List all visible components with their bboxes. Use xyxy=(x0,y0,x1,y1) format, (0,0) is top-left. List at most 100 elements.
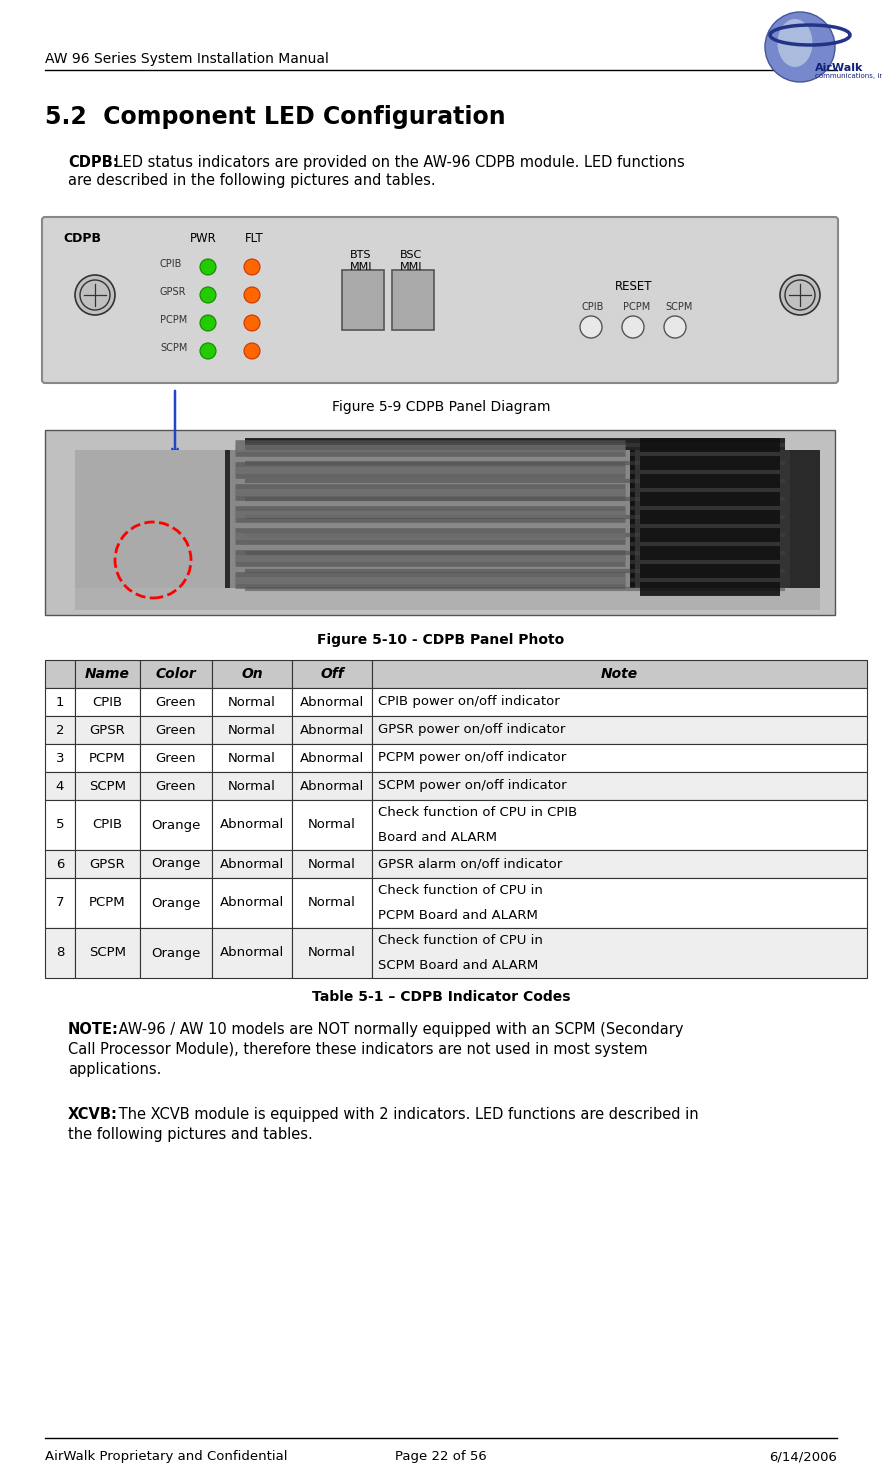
Text: 6/14/2006: 6/14/2006 xyxy=(769,1450,837,1463)
Bar xyxy=(372,799,867,850)
Bar xyxy=(212,771,292,799)
Circle shape xyxy=(580,316,602,338)
Text: GPSR: GPSR xyxy=(90,724,125,736)
Bar xyxy=(292,928,372,978)
Text: PCPM: PCPM xyxy=(160,316,187,324)
Text: AW-96 / AW 10 models are NOT normally equipped with an SCPM (Secondary: AW-96 / AW 10 models are NOT normally eq… xyxy=(114,1022,684,1037)
Bar xyxy=(75,715,140,743)
Bar xyxy=(372,878,867,928)
Text: MMI: MMI xyxy=(350,263,372,271)
Bar xyxy=(212,743,292,771)
Text: Abnormal: Abnormal xyxy=(300,751,364,764)
Text: PCPM power on/off indicator: PCPM power on/off indicator xyxy=(378,751,566,764)
Circle shape xyxy=(664,316,686,338)
Text: Abnormal: Abnormal xyxy=(300,779,364,792)
Bar xyxy=(212,850,292,878)
Bar xyxy=(75,799,140,850)
Text: CPIB: CPIB xyxy=(581,302,603,313)
Text: Abnormal: Abnormal xyxy=(220,819,284,832)
Text: Check function of CPU in: Check function of CPU in xyxy=(378,934,543,947)
Bar xyxy=(230,450,630,605)
Bar xyxy=(75,771,140,799)
Text: CPIB: CPIB xyxy=(93,696,123,708)
Text: Figure 5-10 - CDPB Panel Photo: Figure 5-10 - CDPB Panel Photo xyxy=(318,633,564,648)
Bar xyxy=(292,771,372,799)
Bar xyxy=(75,878,140,928)
Bar xyxy=(292,743,372,771)
Text: Green: Green xyxy=(156,751,197,764)
Text: Note: Note xyxy=(601,667,638,681)
Bar xyxy=(140,687,212,715)
Text: Normal: Normal xyxy=(228,724,276,736)
Bar xyxy=(75,850,140,878)
Bar xyxy=(140,771,212,799)
Bar xyxy=(372,771,867,799)
Circle shape xyxy=(622,316,644,338)
Text: Green: Green xyxy=(156,724,197,736)
Text: Check function of CPU in: Check function of CPU in xyxy=(378,884,543,897)
Bar xyxy=(75,928,140,978)
Text: Green: Green xyxy=(156,779,197,792)
Text: NOTE:: NOTE: xyxy=(68,1022,119,1037)
Circle shape xyxy=(200,316,216,330)
Bar xyxy=(45,687,75,715)
Bar xyxy=(292,799,372,850)
Text: 2: 2 xyxy=(56,724,64,736)
Bar xyxy=(75,450,820,605)
Text: GPSR power on/off indicator: GPSR power on/off indicator xyxy=(378,724,565,736)
Text: Figure 5-9 CDPB Panel Diagram: Figure 5-9 CDPB Panel Diagram xyxy=(332,400,550,414)
Bar xyxy=(45,928,75,978)
Text: CDPB:: CDPB: xyxy=(68,155,118,170)
Text: communications, inc.: communications, inc. xyxy=(815,72,882,80)
FancyBboxPatch shape xyxy=(42,217,838,384)
Text: Normal: Normal xyxy=(228,696,276,708)
Bar xyxy=(212,687,292,715)
Text: BSC: BSC xyxy=(400,249,422,260)
Text: XCVB:: XCVB: xyxy=(68,1108,118,1122)
Text: LED status indicators are provided on the AW-96 CDPB module. LED functions: LED status indicators are provided on th… xyxy=(110,155,684,170)
Bar xyxy=(140,850,212,878)
Bar xyxy=(140,715,212,743)
Text: GPSR alarm on/off indicator: GPSR alarm on/off indicator xyxy=(378,857,562,870)
Text: Off: Off xyxy=(320,667,344,681)
Bar xyxy=(45,659,75,687)
Bar xyxy=(212,659,292,687)
Text: Abnormal: Abnormal xyxy=(220,857,284,870)
Text: MMI: MMI xyxy=(400,263,422,271)
Circle shape xyxy=(200,288,216,302)
Bar xyxy=(75,687,140,715)
Text: SCPM: SCPM xyxy=(160,344,187,353)
Bar xyxy=(372,659,867,687)
Bar xyxy=(140,743,212,771)
Bar xyxy=(75,743,140,771)
Text: PCPM: PCPM xyxy=(89,751,126,764)
Bar xyxy=(75,659,140,687)
Text: Normal: Normal xyxy=(228,751,276,764)
Bar xyxy=(372,850,867,878)
Text: AW 96 Series System Installation Manual: AW 96 Series System Installation Manual xyxy=(45,52,329,66)
Bar xyxy=(75,450,225,605)
Bar xyxy=(140,878,212,928)
Text: Abnormal: Abnormal xyxy=(220,947,284,960)
Text: Orange: Orange xyxy=(152,857,201,870)
Bar xyxy=(45,715,75,743)
Bar xyxy=(75,589,820,611)
Text: 6: 6 xyxy=(56,857,64,870)
Text: PWR: PWR xyxy=(190,232,217,245)
Text: applications.: applications. xyxy=(68,1062,161,1077)
Text: 8: 8 xyxy=(56,947,64,960)
Text: AirWalk Proprietary and Confidential: AirWalk Proprietary and Confidential xyxy=(45,1450,288,1463)
Text: SCPM Board and ALARM: SCPM Board and ALARM xyxy=(378,959,538,972)
Text: Abnormal: Abnormal xyxy=(220,897,284,910)
Bar xyxy=(292,850,372,878)
Text: 5.2  Component LED Configuration: 5.2 Component LED Configuration xyxy=(45,105,505,128)
Bar xyxy=(372,743,867,771)
Text: Normal: Normal xyxy=(308,897,356,910)
Text: SCPM: SCPM xyxy=(89,779,126,792)
Bar xyxy=(292,659,372,687)
Text: PCPM: PCPM xyxy=(623,302,650,313)
Text: GPSR: GPSR xyxy=(160,288,186,296)
Text: the following pictures and tables.: the following pictures and tables. xyxy=(68,1127,313,1142)
Bar xyxy=(140,799,212,850)
Text: 4: 4 xyxy=(56,779,64,792)
